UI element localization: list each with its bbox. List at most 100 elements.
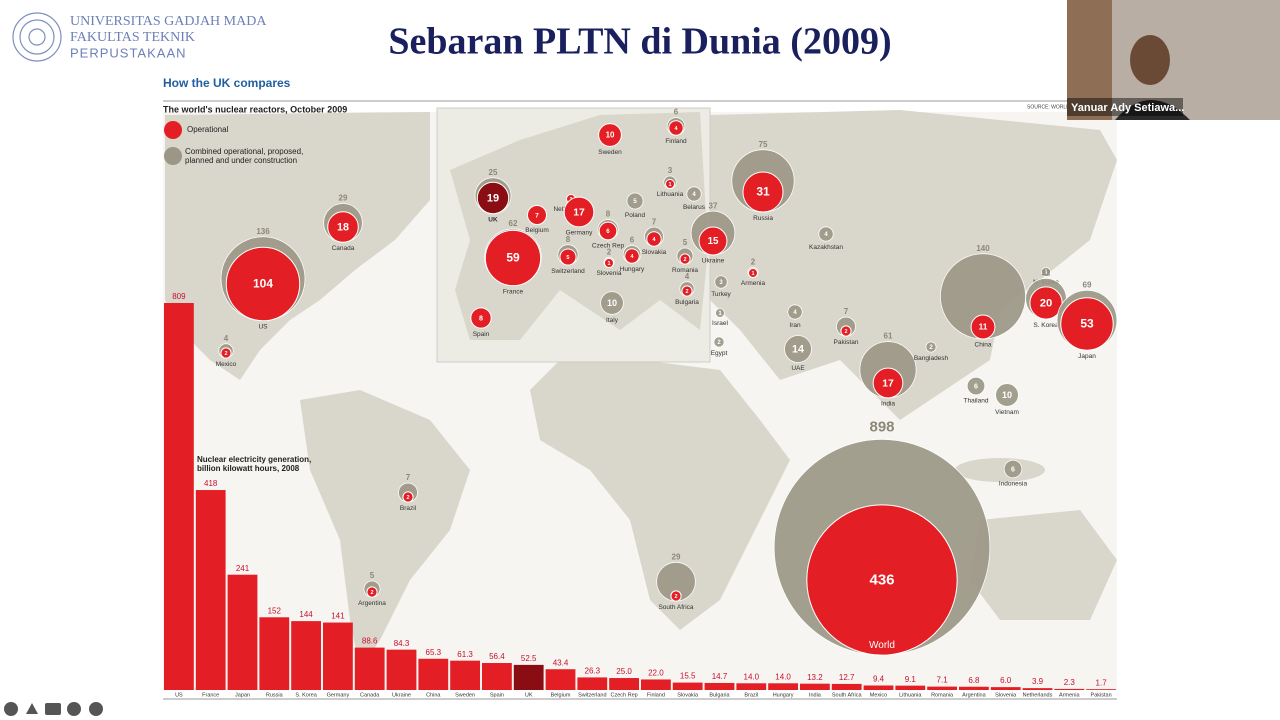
combined-label: 2 <box>607 247 612 256</box>
more-button[interactable] <box>67 702 81 716</box>
cc-button[interactable] <box>45 703 61 715</box>
x-tick-label: India <box>809 692 822 698</box>
chart-subtitle: The world's nuclear reactors, October 20… <box>163 104 347 114</box>
combined-label: 5 <box>370 571 375 580</box>
bubble-name: South Africa <box>658 604 693 611</box>
operational-label: 20 <box>1040 297 1053 309</box>
x-tick-label: Netherlands <box>1023 692 1053 698</box>
operational-label: 17 <box>573 207 585 218</box>
combined-label: 14 <box>792 343 804 355</box>
bubble-name: Bulgaria <box>675 299 699 306</box>
x-tick-label: Pakistan <box>1091 692 1112 698</box>
prev-button[interactable] <box>4 702 18 716</box>
x-tick-label: South Africa <box>832 692 863 698</box>
bubble-name: Armenia <box>741 280 766 287</box>
bar-value-label: 418 <box>204 479 218 488</box>
bar-value-label: 61.3 <box>457 650 473 659</box>
bubble-name: Russia <box>753 215 773 222</box>
operational-bubble <box>220 347 232 359</box>
bar <box>482 663 512 690</box>
combined-label: 7 <box>406 473 411 482</box>
operational-label: 7 <box>535 212 539 219</box>
combined-label: 8 <box>566 235 571 244</box>
legend-label: Operational <box>187 125 229 134</box>
combined-bubble <box>1003 459 1023 479</box>
x-tick-label: Canada <box>360 692 380 698</box>
bubble-name: Spain <box>473 331 490 338</box>
operational-label: 6 <box>606 228 610 235</box>
operational-bubble <box>668 120 684 136</box>
combined-label: 3 <box>719 280 723 286</box>
x-tick-label: Ukraine <box>392 692 411 698</box>
x-tick-label: Slovenia <box>995 692 1017 698</box>
operational-label: 2 <box>406 495 409 501</box>
operational-bubble <box>970 314 996 340</box>
combined-bubble <box>818 226 834 242</box>
combined-label: 10 <box>1002 390 1012 400</box>
bubble-name: Slovakia <box>642 249 667 256</box>
bar-value-label: 3.9 <box>1032 677 1044 686</box>
bar <box>990 687 1021 690</box>
combined-label: 6 <box>1011 466 1015 473</box>
operational-label: 18 <box>337 221 349 233</box>
bar <box>704 682 735 690</box>
x-tick-label: UK <box>525 692 533 698</box>
operational-bubble <box>806 504 958 656</box>
combined-label: 6 <box>630 236 635 245</box>
bubble-name: Germany <box>566 230 593 237</box>
bubble-name: Belarus <box>683 204 706 211</box>
bubble-name: World <box>869 640 895 651</box>
operational-bubble <box>470 307 492 329</box>
operational-label: 19 <box>487 192 499 204</box>
combined-label: 7 <box>652 217 657 226</box>
combined-label: 2 <box>929 345 933 351</box>
bubble-name: Turkey <box>711 291 731 298</box>
bar-value-label: 9.1 <box>905 675 917 684</box>
operational-label: 1 <box>751 271 754 277</box>
bar-value-label: 6.8 <box>968 676 980 685</box>
legend-swatch <box>164 147 182 165</box>
bar-value-label: 6.0 <box>1000 676 1012 685</box>
bubble-name: Egypt <box>711 350 728 357</box>
bubble-name: Japan <box>1078 353 1096 360</box>
operational-bubble <box>559 248 577 266</box>
bubble-name: US <box>258 323 268 330</box>
x-tick-label: Slovakia <box>677 692 699 698</box>
bar <box>418 658 449 690</box>
bubble-name: Sweden <box>598 149 622 156</box>
combined-bubble <box>995 383 1019 407</box>
unit: PERPUSTAKAAN <box>70 45 187 60</box>
operational-label: 2 <box>224 351 227 357</box>
bar-value-label: 12.7 <box>839 673 855 682</box>
next-button[interactable] <box>89 702 103 716</box>
x-tick-label: Germany <box>327 692 350 698</box>
combined-bubble <box>784 335 812 363</box>
bar <box>386 649 417 690</box>
operational-label: 436 <box>869 571 894 588</box>
combined-label: 6 <box>674 108 679 117</box>
chart-title-box: Nuclear electricity generation, billion … <box>197 455 311 473</box>
bar-value-label: 65.3 <box>426 648 442 657</box>
bubble-name: China <box>975 342 992 349</box>
slide-controls[interactable] <box>4 702 103 716</box>
combined-bubble <box>626 192 644 210</box>
combined-bubble <box>925 341 937 353</box>
bar <box>354 647 385 690</box>
operational-label: 10 <box>606 131 615 140</box>
bar-value-label: 141 <box>331 612 345 621</box>
bubble-name: Pakistan <box>834 339 859 346</box>
operational-bubble <box>598 221 618 241</box>
combined-bubble <box>686 186 702 202</box>
operational-label: 2 <box>844 329 847 335</box>
bubble-name: Argentina <box>358 600 386 607</box>
bubble-name: Indonesia <box>999 481 1028 488</box>
operational-bubble <box>476 181 510 215</box>
operational-label: 1 <box>607 261 610 267</box>
bar-value-label: 15.5 <box>680 672 696 681</box>
combined-label: 4 <box>692 192 696 198</box>
bar <box>450 660 480 690</box>
pen-button[interactable] <box>26 703 38 714</box>
operational-bubble <box>748 268 758 278</box>
logo <box>12 12 62 62</box>
